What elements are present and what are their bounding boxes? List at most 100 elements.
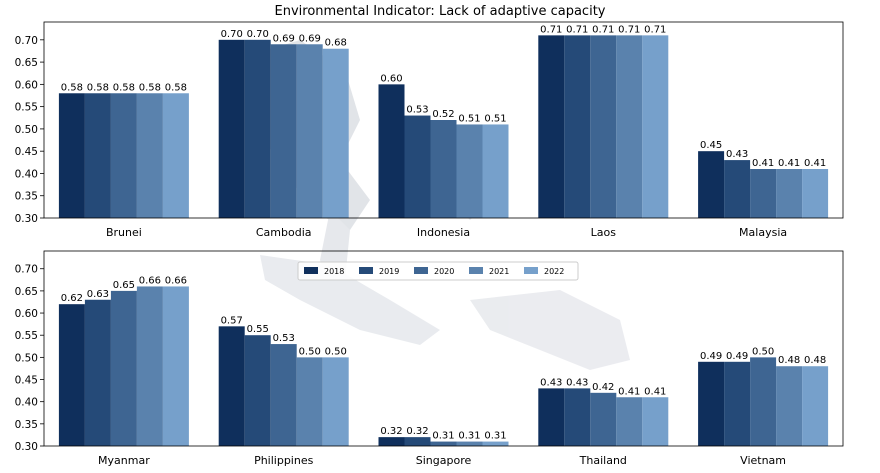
bar-vietnam-2019 — [724, 361, 751, 446]
data-label: 0.41 — [804, 158, 826, 169]
top-panel-axes: Brunei Cambodia Indonesia Laos Malaysia 0.30 0… — [15, 21, 844, 239]
top-panel-bars: 0.58 0.58 0.58 0.58 0.58 0.70 0.70 0.69 0.69 0.68… — [58, 24, 829, 219]
data-label: 0.58 — [165, 82, 187, 93]
legend-swatch — [469, 267, 483, 274]
axes-frame — [43, 250, 844, 447]
data-label: 0.51 — [458, 113, 480, 124]
data-label: 0.31 — [432, 431, 454, 442]
bar-indonesia-2022 — [482, 124, 509, 218]
y-tick-label: 0.65 — [15, 286, 38, 298]
data-label: 0.43 — [540, 377, 562, 388]
bar-philippines-2018 — [218, 326, 245, 446]
legend-swatch — [414, 267, 428, 274]
data-label: 0.70 — [221, 29, 243, 40]
bar-brunei-2021 — [136, 93, 163, 218]
bar-laos-2022 — [642, 35, 669, 219]
bar-brunei-2018 — [58, 93, 85, 218]
bar-myanmar-2022 — [162, 286, 189, 446]
y-tick-label: 0.55 — [15, 330, 38, 342]
bar-thailand-2018 — [538, 388, 565, 446]
data-label: 0.60 — [380, 73, 402, 84]
x-tick-label: Malaysia — [739, 226, 787, 239]
bar-thailand-2020 — [590, 392, 617, 446]
y-tick-label: 0.40 — [15, 397, 38, 409]
bar-brunei-2019 — [84, 93, 111, 218]
bar-thailand-2022 — [642, 397, 669, 446]
data-label: 0.71 — [540, 24, 562, 35]
data-label: 0.71 — [566, 24, 588, 35]
data-label: 0.63 — [87, 289, 109, 300]
bar-indonesia-2018 — [378, 84, 405, 218]
data-label: 0.69 — [273, 33, 295, 44]
bar-laos-2021 — [616, 35, 643, 219]
bar-laos-2019 — [564, 35, 591, 219]
y-tick-label: 0.35 — [15, 191, 38, 203]
data-label: 0.71 — [618, 24, 640, 35]
bar-indonesia-2021 — [456, 124, 483, 218]
data-label: 0.52 — [432, 109, 454, 120]
x-tick-label: Singapore — [416, 454, 472, 467]
legend-swatch — [304, 267, 318, 274]
legend: 2018 2019 2020 2021 2022 — [297, 261, 579, 281]
data-label: 0.57 — [221, 315, 243, 326]
y-tick-label: 0.50 — [15, 124, 38, 136]
bottom-panel-axes: Myanmar Philippines Singapore Thailand Vietn… — [15, 250, 844, 467]
y-tick-label: 0.70 — [15, 35, 38, 47]
bar-vietnam-2022 — [802, 366, 829, 446]
bar-malaysia-2019 — [724, 160, 751, 218]
bar-myanmar-2021 — [136, 286, 163, 446]
x-tick-label: Thailand — [579, 454, 627, 467]
y-tick-label: 0.30 — [15, 213, 38, 225]
bar-singapore-2022 — [482, 441, 509, 446]
bar-vietnam-2021 — [776, 366, 803, 446]
bar-singapore-2020 — [430, 441, 457, 446]
y-tick-label: 0.30 — [15, 441, 38, 453]
data-label: 0.55 — [247, 324, 269, 335]
bar-vietnam-2018 — [698, 361, 725, 446]
y-tick-label: 0.45 — [15, 146, 38, 158]
legend-label: 2020 — [434, 267, 454, 276]
data-label: 0.48 — [804, 355, 826, 366]
bar-brunei-2022 — [162, 93, 189, 218]
data-label: 0.43 — [726, 149, 748, 160]
bottom-panel-bars: 0.62 0.63 0.65 0.66 0.66 0.57 0.55 0.53 0.50 0.50… — [58, 275, 829, 446]
bar-laos-2020 — [590, 35, 617, 219]
x-tick-label: Vietnam — [740, 454, 786, 467]
data-label: 0.41 — [644, 386, 666, 397]
bar-cambodia-2022 — [322, 48, 349, 219]
data-label: 0.53 — [273, 333, 295, 344]
data-label: 0.50 — [752, 346, 774, 357]
bar-cambodia-2021 — [296, 44, 323, 218]
data-label: 0.31 — [458, 431, 480, 442]
bar-malaysia-2020 — [750, 169, 777, 218]
data-label: 0.68 — [325, 38, 347, 49]
data-label: 0.45 — [700, 140, 722, 151]
bar-philippines-2019 — [244, 335, 271, 446]
legend-label: 2019 — [379, 267, 399, 276]
data-label: 0.66 — [165, 275, 187, 286]
bar-singapore-2021 — [456, 441, 483, 446]
data-label: 0.41 — [778, 158, 800, 169]
x-tick-label: Cambodia — [256, 226, 312, 239]
bar-myanmar-2019 — [84, 299, 111, 446]
bar-myanmar-2018 — [58, 304, 85, 446]
data-label: 0.66 — [139, 275, 161, 286]
bar-cambodia-2019 — [244, 39, 271, 219]
bar-malaysia-2018 — [698, 151, 725, 218]
legend-swatch — [524, 267, 538, 274]
data-label: 0.48 — [778, 355, 800, 366]
data-label: 0.58 — [87, 82, 109, 93]
legend-label: 2018 — [324, 267, 344, 276]
data-label: 0.69 — [299, 33, 321, 44]
data-label: 0.31 — [484, 431, 506, 442]
bar-cambodia-2020 — [270, 44, 297, 218]
data-label: 0.62 — [61, 293, 83, 304]
bar-brunei-2020 — [110, 93, 137, 218]
bar-philippines-2021 — [296, 357, 323, 446]
y-tick-label: 0.40 — [15, 168, 38, 180]
y-tick-label: 0.55 — [15, 102, 38, 114]
bar-thailand-2021 — [616, 397, 643, 446]
bar-laos-2018 — [538, 35, 565, 219]
data-label: 0.58 — [61, 82, 83, 93]
